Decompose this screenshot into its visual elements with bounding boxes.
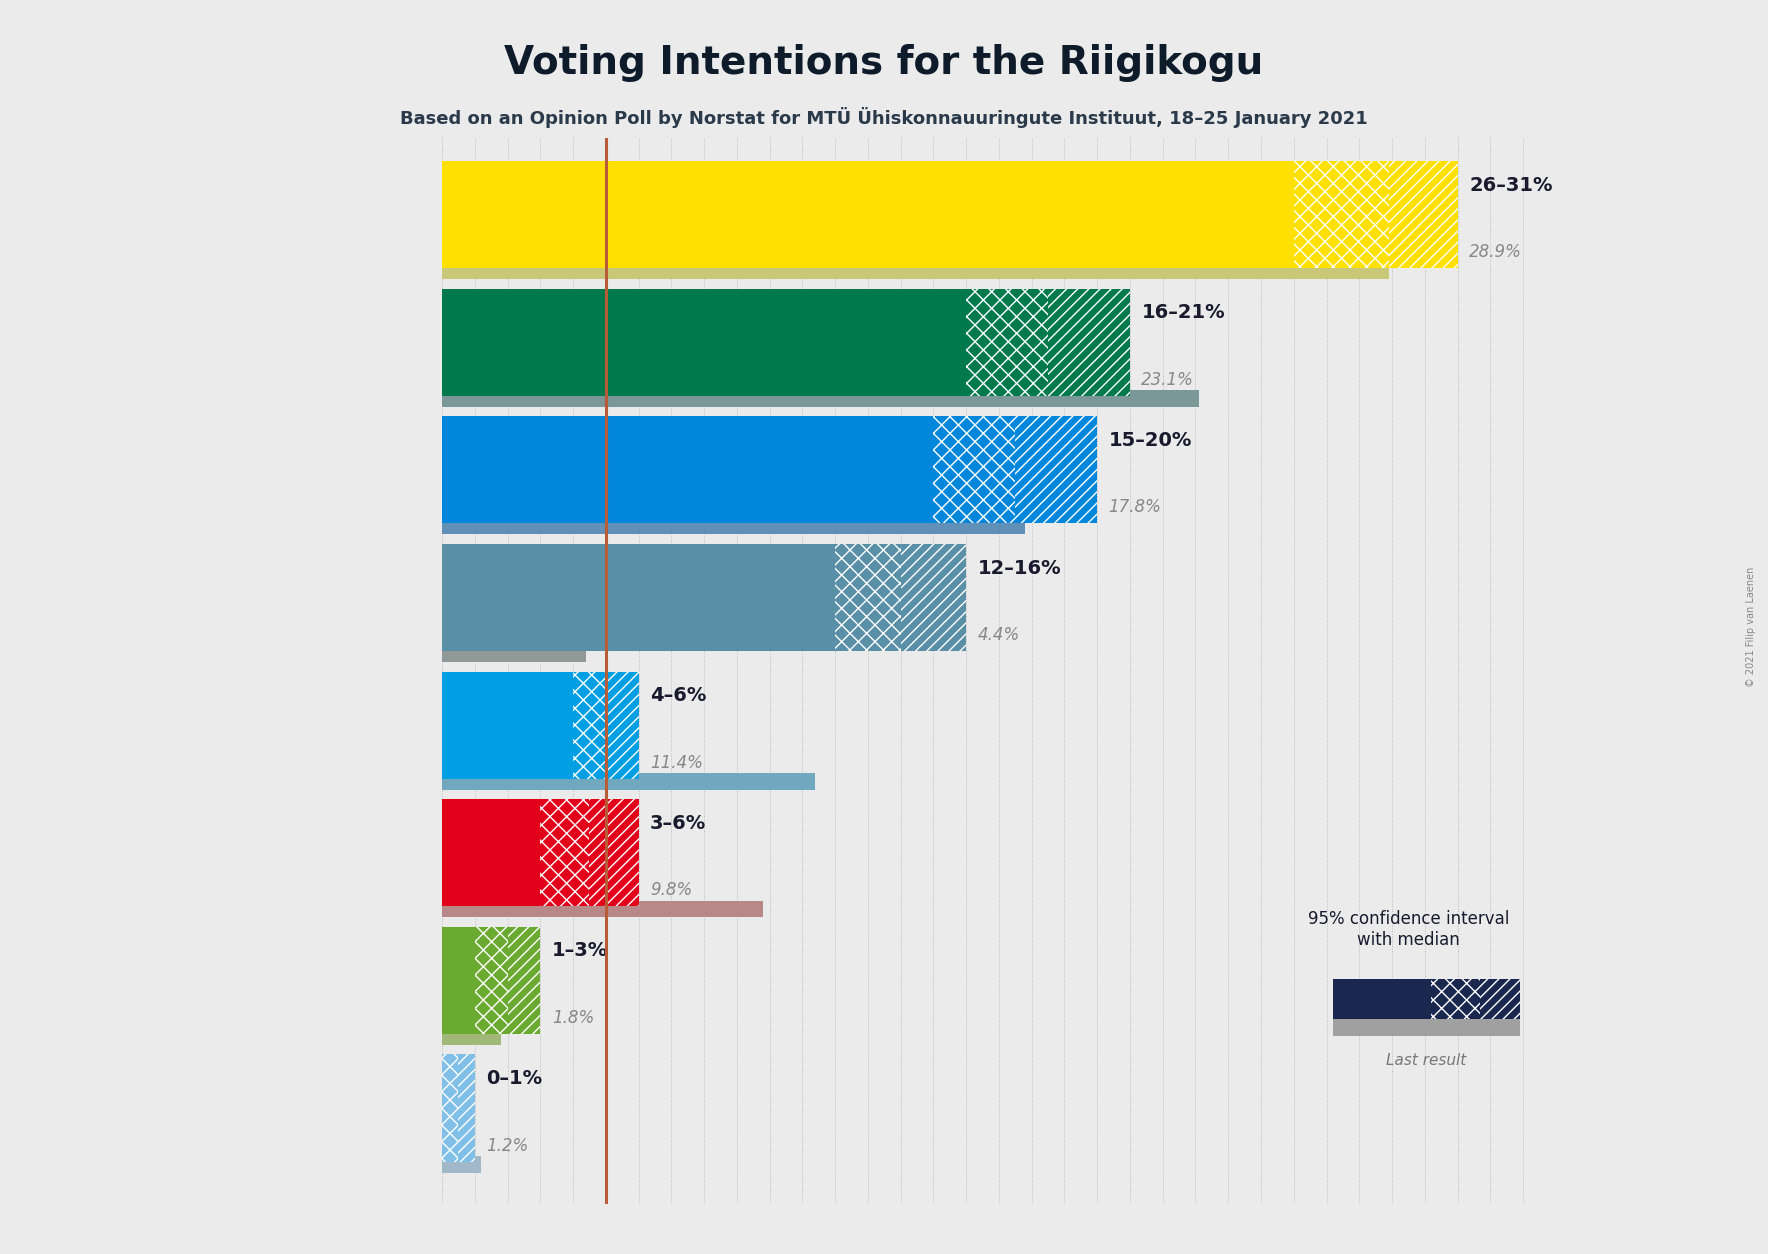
Bar: [442, 672, 573, 779]
Text: 12–16%: 12–16%: [978, 558, 1061, 578]
Bar: [507, 927, 541, 1035]
Text: 95% confidence interval
with median: 95% confidence interval with median: [1308, 910, 1510, 949]
Bar: [1333, 979, 1432, 1020]
Bar: [442, 288, 965, 396]
Text: © 2021 Filip van Laenen: © 2021 Filip van Laenen: [1745, 567, 1756, 687]
Bar: [442, 927, 476, 1035]
Text: 1.2%: 1.2%: [486, 1136, 529, 1155]
Bar: [1294, 161, 1390, 268]
Bar: [965, 288, 1048, 396]
Bar: [934, 416, 1015, 523]
Bar: [442, 161, 1294, 268]
Text: 23.1%: 23.1%: [1142, 371, 1195, 389]
Text: 17.8%: 17.8%: [1109, 498, 1162, 517]
Bar: [589, 799, 638, 907]
Bar: [1333, 1020, 1520, 1036]
Bar: [442, 544, 834, 651]
Bar: [1015, 416, 1098, 523]
Text: 28.9%: 28.9%: [1469, 243, 1522, 261]
Bar: [442, 262, 1390, 280]
Bar: [442, 416, 934, 523]
Bar: [1048, 288, 1130, 396]
Bar: [442, 799, 541, 907]
Text: 26–31%: 26–31%: [1469, 176, 1552, 194]
Bar: [442, 774, 815, 790]
Bar: [442, 390, 1199, 406]
Bar: [458, 1055, 476, 1161]
Text: 0–1%: 0–1%: [486, 1070, 543, 1088]
Text: 4.4%: 4.4%: [978, 626, 1020, 645]
Bar: [476, 927, 507, 1035]
Bar: [1480, 979, 1520, 1020]
Text: 15–20%: 15–20%: [1109, 431, 1192, 450]
Bar: [573, 672, 606, 779]
Text: Based on an Opinion Poll by Norstat for MTÜ Ühiskonnauuringute Instituut, 18–25 : Based on an Opinion Poll by Norstat for …: [400, 107, 1368, 128]
Bar: [442, 1028, 500, 1045]
Bar: [442, 1055, 458, 1161]
Text: 16–21%: 16–21%: [1142, 303, 1225, 322]
Text: 11.4%: 11.4%: [651, 754, 704, 771]
Text: 1–3%: 1–3%: [552, 942, 608, 961]
Bar: [442, 518, 1025, 534]
Bar: [442, 1156, 481, 1172]
Bar: [606, 672, 638, 779]
Bar: [1390, 161, 1457, 268]
Bar: [442, 900, 764, 918]
Text: 4–6%: 4–6%: [651, 686, 707, 705]
Bar: [900, 544, 965, 651]
Bar: [1432, 979, 1480, 1020]
Bar: [541, 799, 589, 907]
Text: 1.8%: 1.8%: [552, 1009, 594, 1027]
Text: 3–6%: 3–6%: [651, 814, 705, 833]
Text: Voting Intentions for the Riigikogu: Voting Intentions for the Riigikogu: [504, 44, 1264, 82]
Text: Last result: Last result: [1386, 1053, 1467, 1068]
Text: 9.8%: 9.8%: [651, 882, 693, 899]
Bar: [442, 646, 587, 662]
Bar: [834, 544, 900, 651]
